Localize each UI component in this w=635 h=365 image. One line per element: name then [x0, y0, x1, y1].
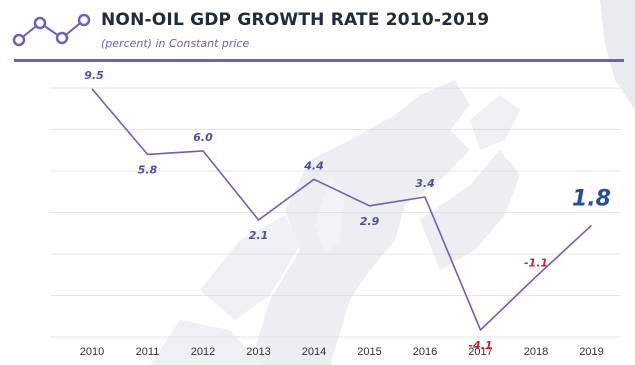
data-label: 3.4 — [415, 177, 435, 190]
data-label: 5.8 — [138, 163, 158, 176]
x-tick-label: 2013 — [246, 346, 270, 358]
data-label: 2.1 — [249, 229, 269, 242]
data-label: 1.8 — [572, 186, 611, 211]
x-tick-label: 2018 — [524, 346, 548, 358]
x-tick-label: 2011 — [136, 346, 160, 358]
series-line — [91, 88, 593, 331]
x-tick-label: 2016 — [413, 346, 437, 358]
chart-title: NON-OIL GDP GROWTH RATE 2010-2019 — [101, 10, 490, 30]
data-label: -1.1 — [524, 257, 548, 270]
data-label: -4.1 — [468, 339, 492, 352]
x-tick-label: 2019 — [579, 346, 603, 358]
x-tick-label: 2012 — [191, 346, 215, 358]
data-label: 9.5 — [84, 69, 104, 82]
x-tick-label: 2017 — [468, 346, 492, 358]
data-label: 2.9 — [360, 215, 380, 228]
x-tick-label: 2015 — [357, 346, 381, 358]
trend-line-logo-icon — [12, 13, 91, 47]
header-divider — [14, 59, 624, 62]
chart-subtitle: (percent) in Constant price — [101, 37, 250, 50]
data-label: 4.4 — [303, 159, 324, 172]
data-label: 6.0 — [193, 131, 213, 144]
x-tick-label: 2014 — [302, 346, 326, 358]
x-tick-label: 2010 — [80, 346, 104, 358]
